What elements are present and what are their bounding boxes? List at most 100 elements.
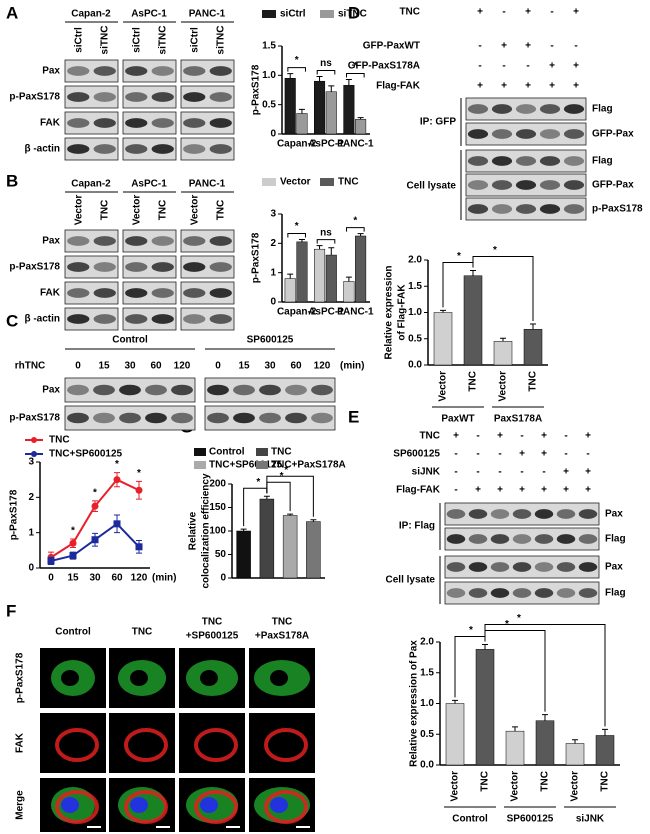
y-axis-label: Relative expression of Pax: [409, 640, 420, 767]
blot-band: [515, 156, 537, 166]
condition-label: TNC: [419, 431, 440, 442]
significance: *: [295, 221, 299, 232]
blot-band: [67, 384, 89, 396]
panel-letter: D: [348, 3, 360, 22]
bar: [355, 235, 367, 303]
blot-band: [67, 92, 90, 102]
blot-band: [93, 236, 116, 246]
blot-band: [515, 204, 537, 214]
error-bar: [357, 233, 364, 236]
sign: +: [477, 7, 483, 18]
significance-bracket: [287, 67, 306, 72]
y-tick-label: 3: [270, 209, 276, 220]
y-axis-label: p-PaxS178: [251, 64, 262, 115]
blot-band: [563, 180, 585, 190]
sign: +: [501, 81, 507, 92]
cell-red: [124, 728, 168, 762]
section-label: Cell lysate: [407, 181, 457, 192]
blot-band: [539, 204, 561, 214]
nucleus: [200, 797, 218, 813]
row-label: Pax: [605, 509, 623, 520]
blot-band: [151, 288, 174, 298]
y-tick-label: 2: [28, 492, 34, 503]
nucleus-dark: [270, 735, 288, 751]
y-axis-label: p-PaxS178: [251, 232, 262, 283]
blot-band: [233, 412, 255, 424]
bar: [259, 498, 275, 579]
significance: *: [137, 468, 141, 479]
blot-band: [285, 412, 307, 424]
blot-band: [209, 66, 232, 76]
blot-band: [490, 509, 510, 519]
sign: -: [476, 449, 479, 460]
blot-band: [446, 509, 466, 519]
error-bar: [328, 85, 335, 92]
blot-band: [467, 180, 489, 190]
sign: +: [501, 41, 507, 52]
row-label: FAK: [40, 288, 61, 299]
blot-band: [512, 562, 532, 572]
x-tick-label: Vector: [510, 771, 521, 802]
x-tick-label: PANC-1: [337, 139, 374, 150]
row-label: p-PaxS178: [15, 652, 26, 703]
y-tick-label: 1.0: [420, 698, 434, 709]
error-bar: [310, 519, 317, 522]
significance: ns: [320, 58, 332, 69]
row-label: Pax: [42, 385, 60, 396]
lane-label: TNC: [216, 200, 227, 221]
sign: -: [478, 41, 481, 52]
group-label: PaxS178A: [494, 414, 542, 425]
panel-letter: F: [6, 601, 16, 620]
sign: +: [541, 449, 547, 460]
blot-band: [512, 588, 532, 598]
sign: +: [563, 467, 569, 478]
legend-swatch: [320, 10, 334, 18]
x-tick-label: Vector: [438, 371, 449, 402]
error-bar: [512, 726, 518, 732]
blot-strip: [64, 281, 119, 305]
time-label: 120: [174, 361, 191, 372]
row-label: β -actin: [24, 144, 60, 155]
blot-band: [468, 534, 488, 544]
blot-band: [578, 588, 598, 598]
blot-band: [67, 236, 90, 246]
sign: -: [478, 61, 481, 72]
blot-band: [209, 288, 232, 298]
cell-red: [264, 728, 308, 762]
error-bar: [470, 270, 476, 276]
blot-band: [125, 236, 148, 246]
lane-label: siTNC: [216, 26, 227, 55]
blot-band: [490, 562, 510, 572]
blot-band: [578, 534, 598, 544]
x-tick-label: Capan-2: [277, 139, 317, 150]
cell-line: AsPC-1: [131, 179, 167, 190]
row-label: FAK: [15, 732, 26, 753]
blot-band: [446, 534, 466, 544]
blot-strip: [180, 85, 235, 109]
blot-band: [556, 588, 576, 598]
sign: +: [585, 485, 591, 496]
bar: [463, 275, 483, 366]
point: [135, 543, 143, 551]
legend-swatch: [194, 461, 206, 469]
group-label: SP600125: [507, 814, 554, 825]
nucleus-dark: [61, 735, 79, 751]
nucleus: [61, 797, 79, 813]
blot-band: [491, 156, 513, 166]
significance-bracket: [266, 475, 314, 517]
blot-band: [67, 262, 90, 272]
x-tick-label: PANC-1: [337, 307, 374, 318]
sign: -: [574, 41, 577, 52]
blot-band: [467, 156, 489, 166]
blot-band: [468, 562, 488, 572]
blot-strip: [180, 137, 235, 161]
blot-band: [446, 562, 466, 572]
blot-strip: [180, 255, 235, 279]
sign: +: [573, 81, 579, 92]
y-tick-label: 0: [28, 563, 34, 574]
y-tick-label: 200: [209, 479, 226, 490]
treatment-label: rhTNC: [15, 361, 46, 372]
row-label: β -actin: [24, 314, 60, 325]
lane-label: siTNC: [100, 26, 111, 55]
blot-strip: [180, 281, 235, 305]
